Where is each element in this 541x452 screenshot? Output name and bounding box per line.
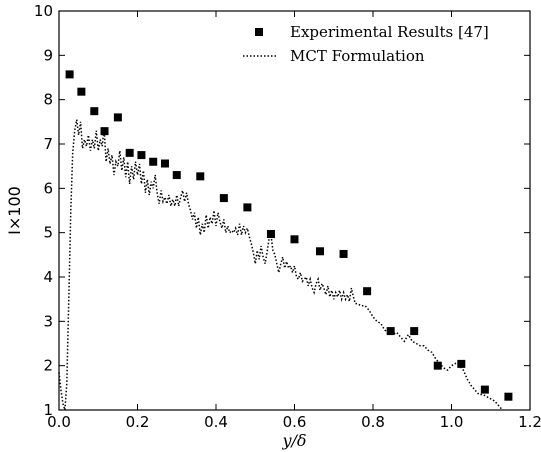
y-tick-label: 7 [43, 135, 53, 153]
legend-label: Experimental Results [47] [290, 23, 489, 41]
y-tick-label: 4 [43, 268, 53, 286]
x-tick-label: 0.0 [47, 413, 71, 431]
series-line-mct-formulation [58, 119, 504, 411]
y-tick-label: 9 [43, 46, 53, 64]
y-tick-label: 3 [43, 312, 53, 330]
legend-square-marker [255, 28, 263, 36]
data-point-experimental [266, 229, 275, 238]
plot-frame [58, 10, 531, 411]
data-point-experimental [125, 148, 134, 157]
data-point-experimental [113, 113, 122, 122]
data-point-experimental [410, 327, 419, 336]
tick-labels: 0.0 0.2 0.4 0.6 0.8 1.0 1.2 1 2 3 4 5 6 7 8 9 10 [34, 2, 541, 431]
data-point-experimental [65, 70, 74, 79]
data-point-experimental [290, 235, 299, 244]
x-tick-label: 0.8 [361, 413, 385, 431]
y-tick-label: 1 [43, 401, 53, 419]
data-point-experimental [386, 327, 395, 336]
x-tick-label: 1.0 [440, 413, 464, 431]
data-point-experimental [433, 361, 442, 370]
data-point-experimental [77, 87, 86, 96]
y-tick-label: 8 [43, 91, 53, 109]
data-point-experimental [457, 359, 466, 368]
y-tick-label: 5 [43, 224, 53, 242]
x-axis-label: y/δ [281, 431, 306, 450]
legend-label: MCT Formulation [290, 47, 425, 65]
data-point-experimental [196, 172, 205, 181]
data-point-experimental [480, 385, 489, 394]
data-point-experimental [504, 392, 513, 401]
axis-ticks [58, 10, 531, 411]
plot-series [58, 70, 513, 411]
x-tick-label: 0.4 [204, 413, 228, 431]
data-point-experimental [90, 107, 99, 116]
data-point-experimental [137, 151, 146, 160]
x-tick-label: 1.2 [518, 413, 541, 431]
y-axis-label: I×100 [5, 186, 24, 235]
y-tick-label: 10 [34, 2, 53, 20]
data-point-experimental [160, 159, 169, 168]
data-point-experimental [339, 249, 348, 258]
data-point-experimental [172, 171, 181, 180]
legend: Experimental Results [47] MCT Formulation [243, 23, 489, 65]
data-point-experimental [149, 157, 158, 166]
data-point-experimental [219, 194, 228, 203]
data-point-experimental [363, 287, 372, 296]
x-tick-label: 0.6 [283, 413, 307, 431]
x-tick-label: 0.2 [126, 413, 150, 431]
data-point-experimental [243, 203, 252, 212]
y-tick-label: 6 [43, 179, 53, 197]
data-point-experimental [316, 247, 325, 256]
y-tick-label: 2 [43, 357, 53, 375]
